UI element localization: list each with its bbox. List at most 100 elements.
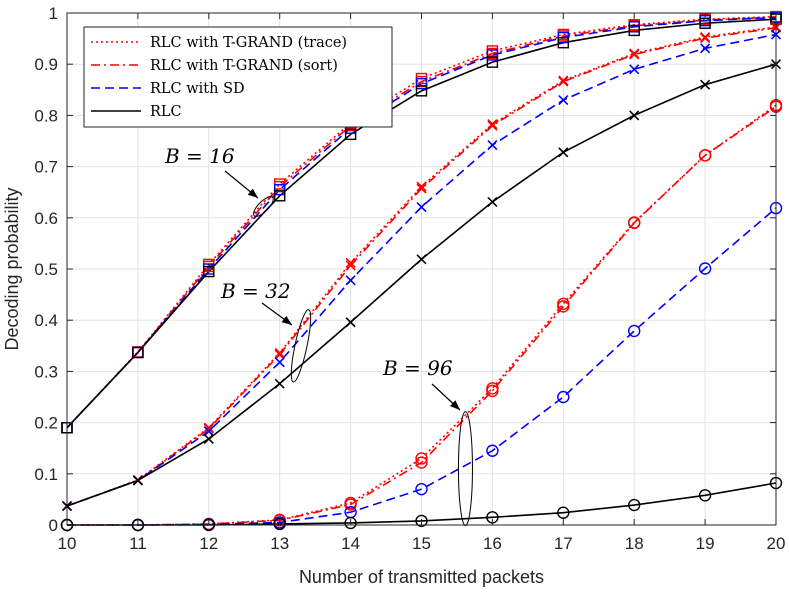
data-point-b32-rlc [132, 475, 143, 486]
annotation-ellipse-b32 [290, 309, 312, 383]
y-tick-label: 0.2 [34, 414, 58, 433]
data-point-b16-rlc-with-sd [486, 49, 499, 61]
ticks: 10 11 12 13 14 15 16 17 18 19 20 0 0.1 0.2 0.3 0.4 0.5 0.… [34, 4, 785, 553]
data-point-b96-rlc-with-sd [698, 262, 712, 275]
data-point-b16-rlc [415, 85, 428, 97]
data-point-b16-rlc [486, 56, 499, 68]
data-point-b32-rlc-with-t-grand-sort [203, 423, 214, 434]
data-point-b96-rlc [344, 516, 357, 530]
annotation-ellipse-b96 [457, 411, 473, 527]
data-point-b32-rlc-with-t-grand-sort [416, 183, 427, 194]
data-point-b32-rlc-with-t-grand-trace [487, 119, 498, 130]
y-tick-label: 0 [49, 516, 58, 535]
data-point-b32-rlc-with-t-grand-sort [274, 349, 285, 360]
data-point-b96-rlc-with-sd [415, 482, 428, 496]
data-point-b32-rlc-with-sd [274, 357, 285, 368]
y-tick-label: 0.7 [34, 158, 58, 177]
annotation-label-b32: B = 32 [220, 279, 291, 303]
data-point-b96-rlc-with-t-grand-sort [628, 216, 641, 230]
y-tick-label: 0.9 [34, 55, 58, 74]
y-tick-label: 1 [49, 4, 58, 23]
series-line-b16-rlc-with-t-grand-sort [66, 16, 777, 429]
data-point-b96-rlc-with-t-grand-sort [486, 384, 499, 398]
data-point-b96-rlc-with-sd [486, 444, 499, 457]
data-point-b96-rlc [557, 506, 570, 519]
data-point-b32-rlc-with-t-grand-trace [345, 257, 356, 268]
legend-label-rlc-with-t-grand-sort: RLC with T-GRAND (sort) [150, 58, 338, 74]
x-tick-label: 18 [625, 534, 644, 553]
x-tick-label: 12 [199, 534, 218, 553]
data-point-b32-rlc [345, 317, 356, 328]
data-point-b16-rlc [274, 190, 286, 202]
data-point-b16-rlc-with-sd [274, 183, 286, 196]
x-tick-label: 11 [129, 534, 147, 553]
x-axis-label: Number of transmitted packets [299, 567, 544, 587]
data-point-b32-rlc [558, 147, 569, 158]
legend-label-rlc: RLC [150, 104, 182, 120]
y-tick-label: 0.5 [34, 260, 58, 279]
data-point-b96-rlc-with-t-grand-trace [415, 452, 428, 465]
data-point-b96-rlc-with-t-grand-sort [698, 149, 712, 162]
data-point-b32-rlc [487, 196, 498, 207]
series-line-b32-rlc-with-t-grand-sort [66, 27, 777, 507]
legend-label-rlc-with-t-grand-trace: RLC with T-GRAND (trace) [150, 35, 347, 51]
data-point-b16-rlc [557, 36, 569, 49]
x-tick-label: 20 [767, 534, 786, 553]
data-point-b32-rlc-with-sd [700, 43, 711, 54]
data-point-b32-rlc [700, 79, 711, 90]
series-line-b16-rlc [66, 18, 777, 429]
data-point-b16-rlc-with-sd [415, 77, 428, 90]
data-point-b32-rlc-with-t-grand-sort [700, 33, 711, 44]
y-tick-label: 0.8 [34, 106, 58, 125]
y-tick-label: 0.4 [34, 311, 58, 330]
data-point-b32-rlc-with-t-grand-sort [629, 49, 640, 60]
data-point-b96-rlc-with-sd [557, 390, 570, 404]
y-tick-label: 0.3 [34, 362, 58, 381]
x-tick-label: 15 [412, 534, 431, 553]
data-point-b32-rlc [274, 378, 285, 389]
data-point-b32-rlc-with-sd [203, 426, 214, 437]
data-point-b32-rlc-with-sd [345, 275, 356, 286]
y-tick-label: 0.1 [34, 465, 58, 484]
data-point-b32-rlc-with-t-grand-sort [345, 260, 356, 271]
data-point-b96-rlc-with-t-grand-sort [344, 498, 357, 511]
data-point-b96-rlc-with-sd [628, 324, 641, 338]
data-point-b32-rlc [629, 110, 640, 121]
data-point-b96-rlc-with-t-grand-sort [415, 456, 428, 469]
x-tick-label: 16 [483, 534, 502, 553]
data-point-b32-rlc-with-sd [558, 94, 569, 106]
data-point-b32-rlc-with-sd [416, 201, 427, 213]
data-point-b32-rlc-with-sd [629, 64, 640, 75]
x-tick-label: 17 [554, 534, 573, 553]
data-point-b96-rlc-with-t-grand-sort [557, 300, 570, 313]
annotation-arrowhead-b96 [449, 400, 460, 410]
x-tick-label: 19 [696, 534, 715, 553]
data-point-b96-rlc [415, 514, 428, 528]
data-point-b16-rlc [344, 128, 357, 141]
legend-label-rlc-with-sd: RLC with SD [150, 81, 245, 97]
annotations: B = 16 B = 32 B = 96 [164, 144, 473, 527]
y-tick-label: 0.6 [34, 209, 58, 228]
data-point-b96-rlc [698, 489, 712, 502]
y-axis-label: Decoding probability [2, 187, 22, 350]
data-point-b32-rlc [416, 254, 427, 265]
legend: RLC with T-GRAND (trace) RLC with T-GRAND… [83, 26, 393, 128]
data-point-b16-rlc [628, 24, 640, 37]
data-point-b32-rlc-with-t-grand-trace [274, 347, 285, 359]
annotation-label-b16: B = 16 [164, 144, 235, 168]
data-point-b32-rlc [203, 433, 214, 445]
data-point-b96-rlc [628, 498, 641, 512]
data-point-b96-rlc [273, 517, 286, 531]
x-tick-label: 10 [58, 534, 77, 553]
data-point-b32-rlc-with-t-grand-sort [558, 76, 569, 87]
annotation-arrowhead-b32 [281, 315, 292, 325]
annotation-arrowhead-b16 [247, 188, 258, 198]
data-point-b16-rlc [203, 265, 215, 278]
data-point-b16-rlc [132, 346, 144, 359]
annotation-ellipse-b16 [253, 196, 274, 217]
data-point-b32-rlc-with-t-grand-trace [416, 181, 427, 192]
x-tick-label: 14 [341, 534, 360, 553]
x-tick-label: 13 [270, 534, 289, 553]
data-point-b32-rlc-with-t-grand-sort [487, 120, 498, 131]
